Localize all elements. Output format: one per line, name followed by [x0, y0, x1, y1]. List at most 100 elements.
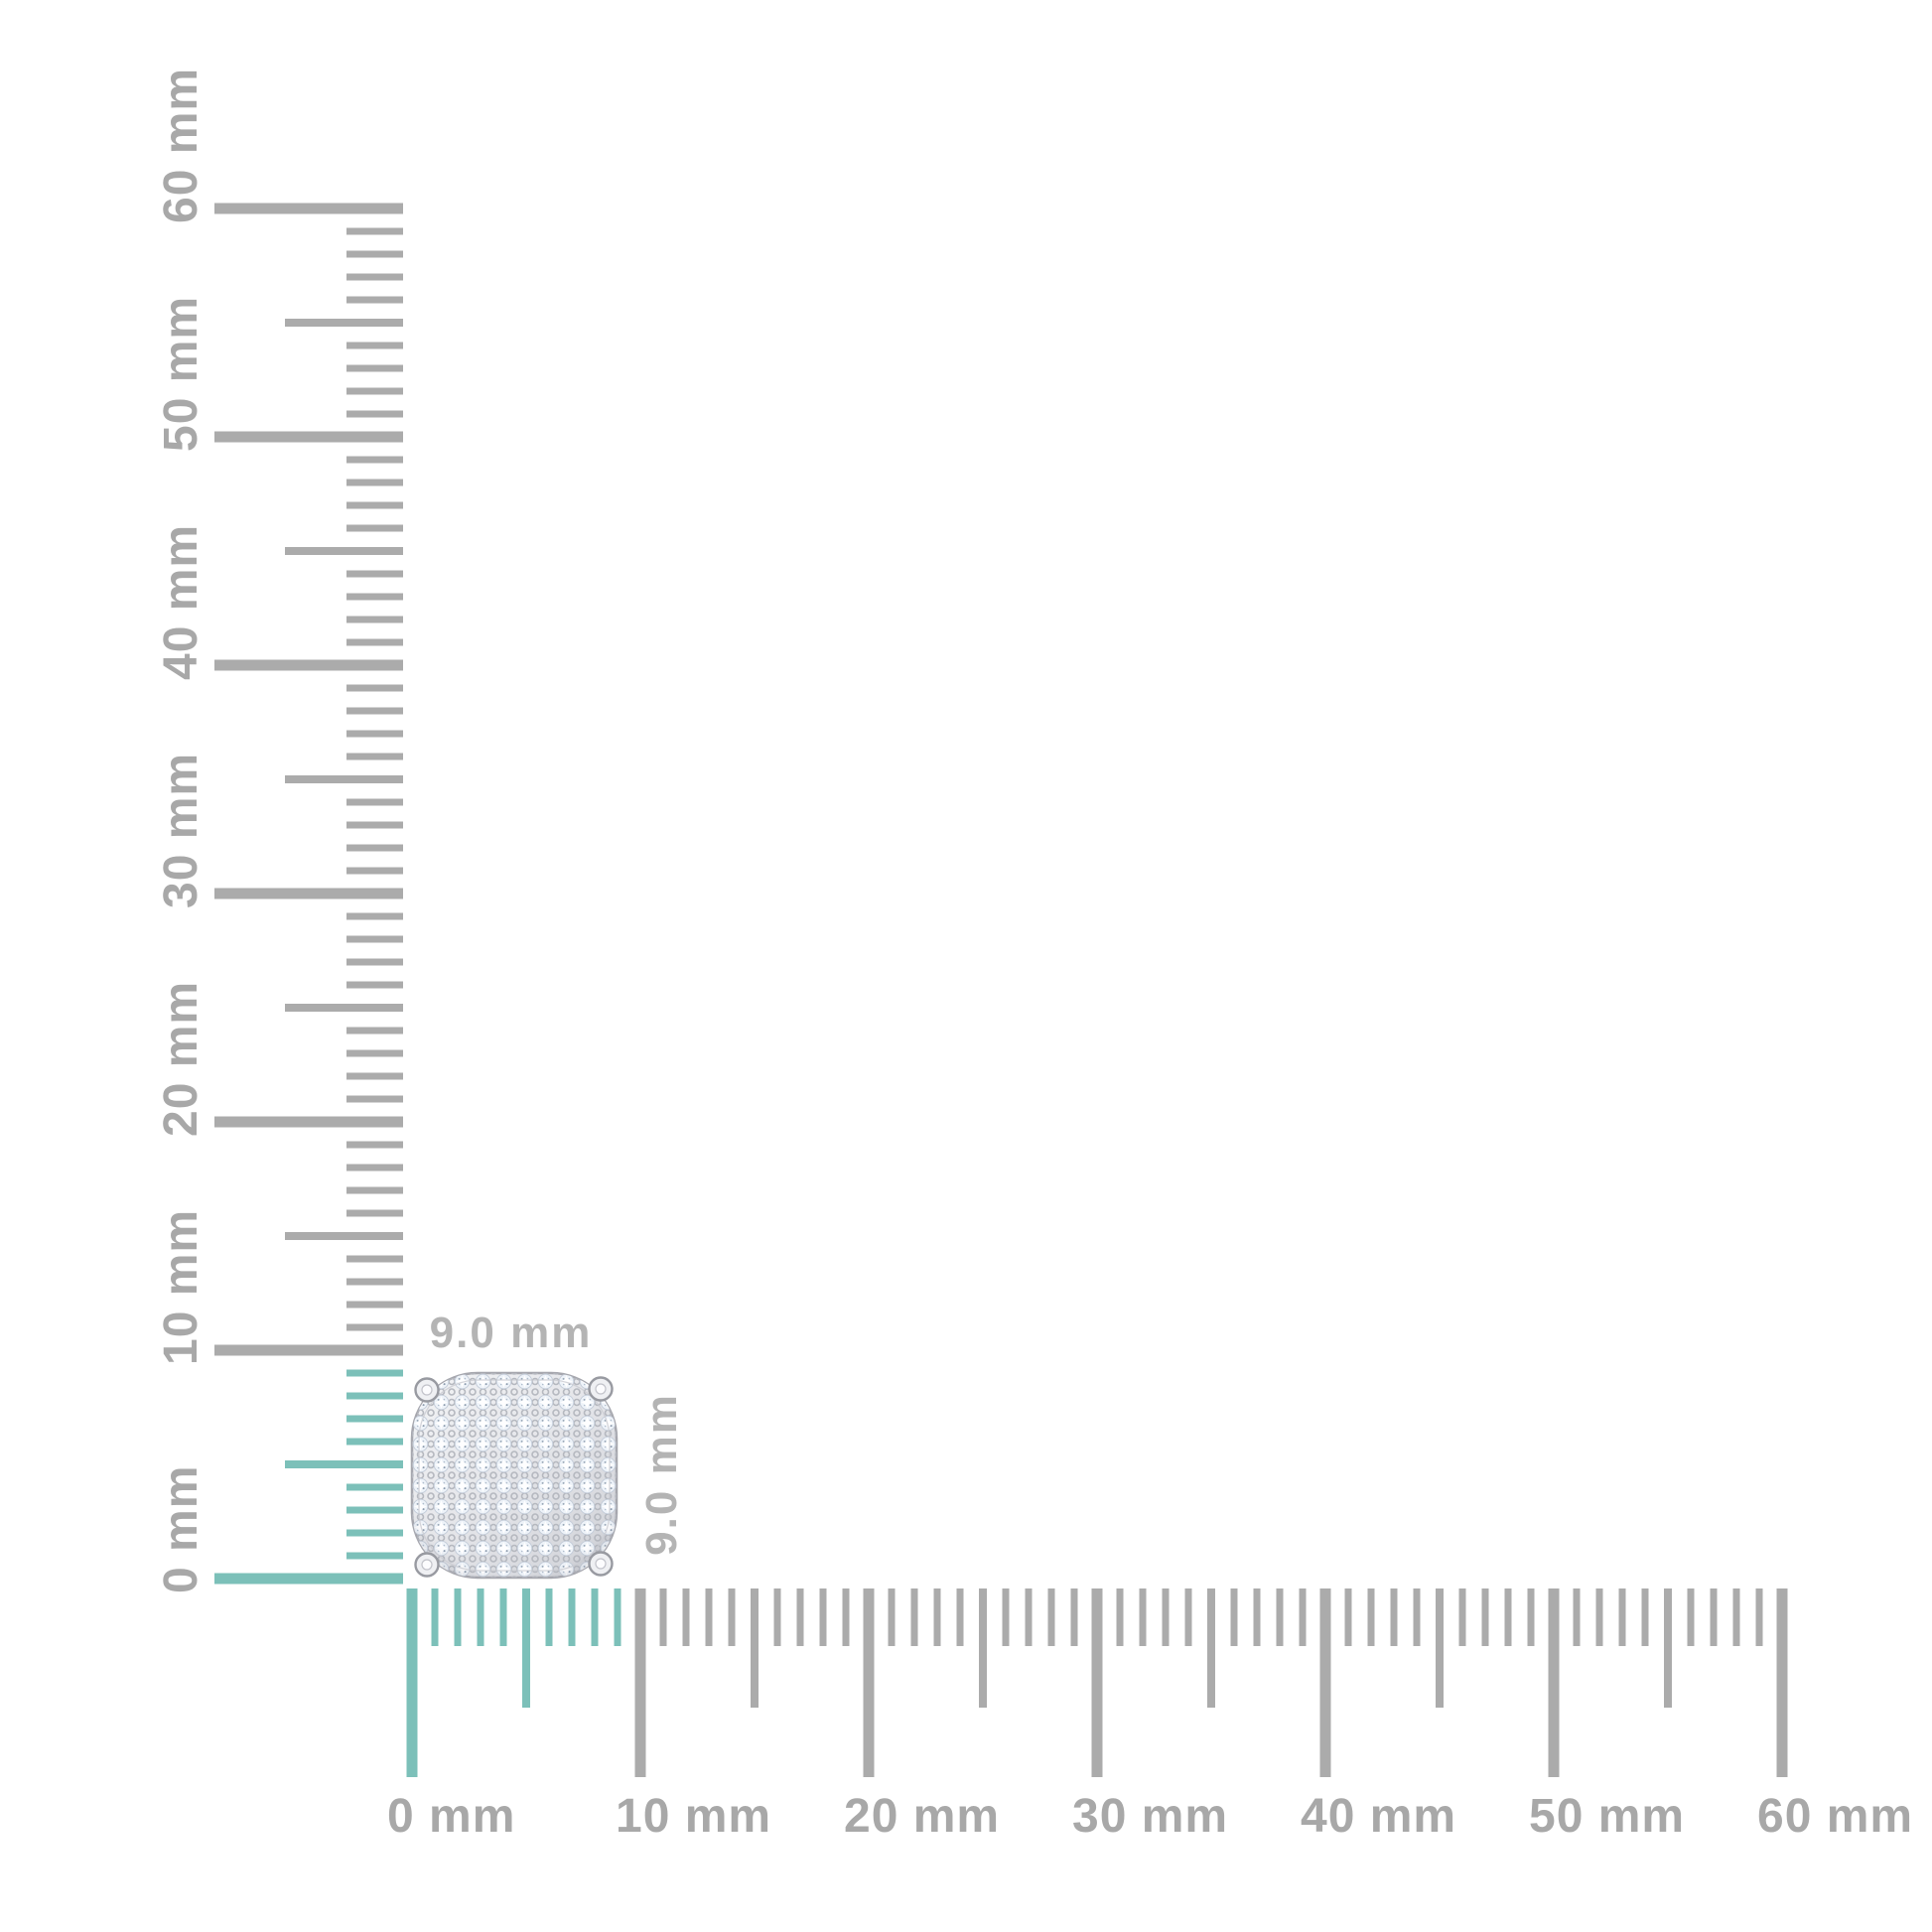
ruler-tick — [346, 1209, 403, 1217]
ruler-tick — [568, 1588, 576, 1646]
ruler-tick — [346, 410, 403, 418]
prong — [414, 1552, 440, 1578]
ruler-tick — [346, 1392, 403, 1400]
ruler-tick — [285, 1232, 403, 1240]
ruler-tick — [346, 1072, 403, 1080]
horizontal-ruler-label: 40 mm — [1301, 1790, 1457, 1843]
ruler-tick — [1710, 1588, 1718, 1646]
ruler-tick — [214, 1573, 403, 1585]
ruler-tick — [956, 1588, 964, 1646]
ruler-tick — [346, 570, 403, 578]
ruler-tick — [214, 1116, 403, 1128]
ruler-tick — [454, 1588, 462, 1646]
ruler-tick — [346, 1529, 403, 1537]
ruler-tick — [214, 1344, 403, 1356]
ruler-tick — [346, 1141, 403, 1149]
ruler-tick — [1481, 1588, 1489, 1646]
ruler-tick — [285, 1004, 403, 1012]
ruler-tick — [1436, 1588, 1444, 1708]
ruler-tick — [346, 1415, 403, 1423]
ruler-tick — [346, 1095, 403, 1103]
ruler-tick — [1047, 1588, 1055, 1646]
ruler-tick — [863, 1588, 875, 1777]
ruler-tick — [682, 1588, 690, 1646]
horizontal-ruler-label: 0 mm — [387, 1790, 516, 1843]
horizontal-ruler-label: 50 mm — [1529, 1790, 1686, 1843]
ruler-tick — [346, 479, 403, 486]
ruler-tick — [346, 730, 403, 738]
ruler-tick — [346, 844, 403, 852]
ruler-tick — [346, 1438, 403, 1446]
ruler-tick — [1390, 1588, 1398, 1646]
ruler-tick — [346, 753, 403, 760]
ruler-tick — [477, 1588, 484, 1646]
ruler-tick — [819, 1588, 827, 1646]
vertical-ruler-label: 40 mm — [155, 523, 207, 680]
ruler-tick — [1458, 1588, 1466, 1646]
vertical-ruler-label: 20 mm — [155, 980, 207, 1137]
ruler-tick — [614, 1588, 621, 1646]
ruler-tick — [1184, 1588, 1192, 1646]
ruler-tick — [346, 638, 403, 646]
ruler-tick — [346, 1552, 403, 1560]
item-height-label: 9.0 mm — [637, 1392, 686, 1556]
ruler-tick — [933, 1588, 941, 1646]
ruler-tick — [346, 798, 403, 806]
ruler-tick — [979, 1588, 987, 1708]
ruler-tick — [431, 1588, 439, 1646]
vertical-ruler-label: 30 mm — [155, 752, 207, 908]
ruler-tick — [1618, 1588, 1626, 1646]
ruler-tick — [1687, 1588, 1695, 1646]
ruler-tick — [1319, 1588, 1331, 1777]
ruler-tick — [214, 659, 403, 671]
ruler-tick — [346, 364, 403, 372]
ruler-tick — [1344, 1588, 1352, 1646]
ruler-tick — [705, 1588, 713, 1646]
horizontal-ruler-label: 10 mm — [616, 1790, 772, 1843]
vertical-ruler-label: 10 mm — [155, 1208, 207, 1365]
ruler-tick — [346, 296, 403, 304]
ruler-tick — [1299, 1588, 1307, 1646]
vertical-ruler-label: 0 mm — [155, 1464, 207, 1593]
ruler-tick — [346, 1164, 403, 1172]
pave-stud-earring-image — [410, 1371, 619, 1580]
ruler-tick — [346, 867, 403, 875]
ruler-tick — [346, 387, 403, 395]
prong — [588, 1551, 614, 1577]
ruler-tick — [1070, 1588, 1078, 1646]
ruler-tick — [1413, 1588, 1421, 1646]
ruler-tick — [406, 1588, 418, 1777]
ruler-tick — [346, 250, 403, 258]
ruler-tick — [346, 456, 403, 464]
ruler-tick — [346, 227, 403, 235]
ruler-tick — [1527, 1588, 1535, 1646]
ruler-tick — [346, 821, 403, 829]
horizontal-ruler-label: 20 mm — [844, 1790, 1001, 1843]
vertical-ruler-label: 60 mm — [155, 67, 207, 223]
ruler-tick — [285, 319, 403, 327]
ruler-tick — [285, 547, 403, 555]
ruler-tick — [1367, 1588, 1375, 1646]
ruler-tick — [591, 1588, 599, 1646]
ruler-tick — [346, 935, 403, 943]
ruler-tick — [1002, 1588, 1010, 1646]
horizontal-ruler-label: 60 mm — [1757, 1790, 1914, 1843]
ruler-tick — [346, 524, 403, 532]
ruler-tick — [346, 1186, 403, 1194]
ruler-tick — [214, 431, 403, 443]
ruler-tick — [545, 1588, 553, 1646]
ruler-tick — [346, 1301, 403, 1309]
horizontal-ruler-label: 30 mm — [1072, 1790, 1229, 1843]
ruler-tick — [796, 1588, 804, 1646]
ruler-tick — [346, 958, 403, 966]
ruler-tick — [773, 1588, 781, 1646]
ruler-tick — [346, 912, 403, 920]
ruler-tick — [346, 501, 403, 509]
ruler-tick — [285, 775, 403, 783]
vertical-ruler-label: 50 mm — [155, 295, 207, 452]
ruler-tick — [214, 888, 403, 899]
ruler-tick — [1504, 1588, 1512, 1646]
ruler-tick — [346, 1278, 403, 1286]
